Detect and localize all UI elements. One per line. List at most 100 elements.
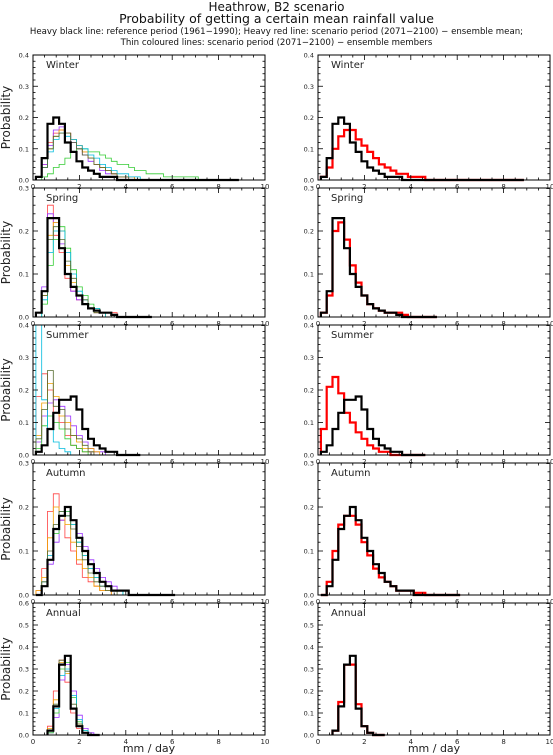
x-tick-label: 8 [501,183,505,191]
panel-spring-left: 0 2 4 6 8 10 0.0 0.1 0.2 0.3 Spring Probability [0,185,269,329]
x-tick-label: 2 [77,738,81,746]
x-tick-label: 10 [546,598,553,606]
x-tick-label: 10 [261,598,270,606]
panel-summer-left: 0 2 4 6 8 10 0.0 0.1 0.2 0.3 0.4 Summer Probability [0,322,269,467]
chart-subtitle: Probability of getting a certain mean ra… [119,11,434,26]
y-tick-label: 0.2 [304,688,314,696]
series-member [35,129,239,181]
y-tick-label: 0.2 [304,504,314,512]
x-tick-label: 2 [362,458,366,466]
x-tick-label: 4 [409,738,414,746]
series-reference [34,395,141,457]
plot-frame [317,462,551,596]
x-tick-label: 10 [546,738,553,746]
panel-label: Spring [331,193,363,204]
y-tick-label: 0.1 [304,548,314,556]
x-tick-label: 6 [170,598,175,606]
series-reference [46,654,100,737]
x-tick-label: 0 [316,320,320,328]
panel-label: Winter [331,60,365,71]
y-tick-label: 0.3 [19,460,29,468]
y-tick-label: 0.3 [19,83,29,91]
x-tick-label: 4 [409,458,414,466]
x-tick-label: 10 [546,183,553,191]
y-tick-label: 0.3 [19,185,29,193]
x-tick-label: 0 [316,458,320,466]
panel-label: Summer [331,330,374,341]
x-tick-label: 6 [455,738,460,746]
series-reference [319,395,426,457]
x-tick-label: 6 [455,320,460,328]
panel-label: Winter [46,60,80,71]
panel-label: Annual [46,608,81,619]
y-tick-label: 0.1 [304,419,314,427]
y-tick-label: 0.0 [304,732,314,740]
x-tick-label: 0 [316,598,320,606]
y-tick-label: 0.0 [19,592,29,600]
series-scenario_mean [319,375,426,457]
plot-frame [32,54,266,181]
y-tick-label: 0.2 [19,688,29,696]
x-tick-label: 6 [455,458,460,466]
series-reference [35,505,176,597]
panel-annual-left: 0 2 4 6 8 10 0.0 0.1 0.2 0.3 0.4 0.5 0.6 Annual Probab… [0,600,269,755]
plot-frame [317,324,551,456]
series-reference [320,505,461,597]
y-tick-label: 0.3 [304,354,314,362]
x-tick-label: 8 [501,320,505,328]
plot-frame [317,187,551,318]
x-tick-label: 0 [31,320,35,328]
series-member [35,148,239,181]
y-tick-label: 0.4 [19,322,29,330]
y-axis-label: Probability [0,358,13,421]
y-tick-label: 0.3 [304,185,314,193]
y-tick-label: 0.0 [19,177,29,185]
y-tick-label: 0.0 [304,592,314,600]
y-tick-label: 0.3 [304,666,314,674]
x-tick-label: 10 [261,458,270,466]
y-tick-label: 0.0 [304,452,314,460]
series-scenario_mean [319,128,524,182]
x-axis-label: mm / day [123,742,176,755]
plot-frame [317,54,551,181]
x-tick-label: 8 [501,458,505,466]
series-member [47,662,100,736]
x-tick-label: 8 [501,738,505,746]
x-tick-label: 4 [124,598,129,606]
x-tick-label: 4 [124,183,129,191]
x-tick-label: 2 [77,458,81,466]
y-tick-label: 0.6 [304,600,314,608]
x-tick-label: 0 [31,183,35,191]
panel-label: Autumn [331,468,371,479]
panel-winter-right: 0 2 4 6 8 10 0.0 0.1 0.2 0.3 0.4 Winter [304,52,553,192]
series-member [47,668,100,736]
x-tick-label: 6 [455,183,460,191]
panel-spring-right: 0 2 4 6 8 10 0.0 0.1 0.2 0.3 Spring [304,185,553,329]
y-tick-label: 0.2 [19,387,29,395]
y-tick-label: 0.2 [19,228,29,236]
x-tick-label: 2 [362,738,366,746]
y-tick-label: 0.1 [304,145,314,153]
x-tick-label: 2 [77,320,81,328]
y-tick-label: 0.4 [304,644,314,652]
y-axis-label: Probability [0,497,13,560]
x-tick-label: 10 [261,320,270,328]
y-tick-label: 0.1 [19,145,29,153]
plot-frame [32,462,266,596]
y-tick-label: 0.4 [19,644,29,652]
x-tick-label: 0 [31,458,35,466]
y-tick-label: 0.1 [19,548,29,556]
panel-winter-left: 0 2 4 6 8 10 0.0 0.1 0.2 0.3 0.4 Winter Probability [0,52,269,192]
y-tick-label: 0.4 [19,52,29,60]
y-tick-label: 0.0 [19,732,29,740]
x-tick-label: 4 [409,320,414,328]
series-member [35,129,239,181]
x-tick-label: 2 [77,598,81,606]
y-tick-label: 0.0 [19,452,29,460]
x-tick-label: 10 [546,458,553,466]
series-reference [319,217,437,319]
x-tick-label: 4 [124,738,129,746]
y-axis-label: Probability [0,86,13,149]
y-tick-label: 0.5 [19,622,29,630]
series-member [35,132,239,181]
